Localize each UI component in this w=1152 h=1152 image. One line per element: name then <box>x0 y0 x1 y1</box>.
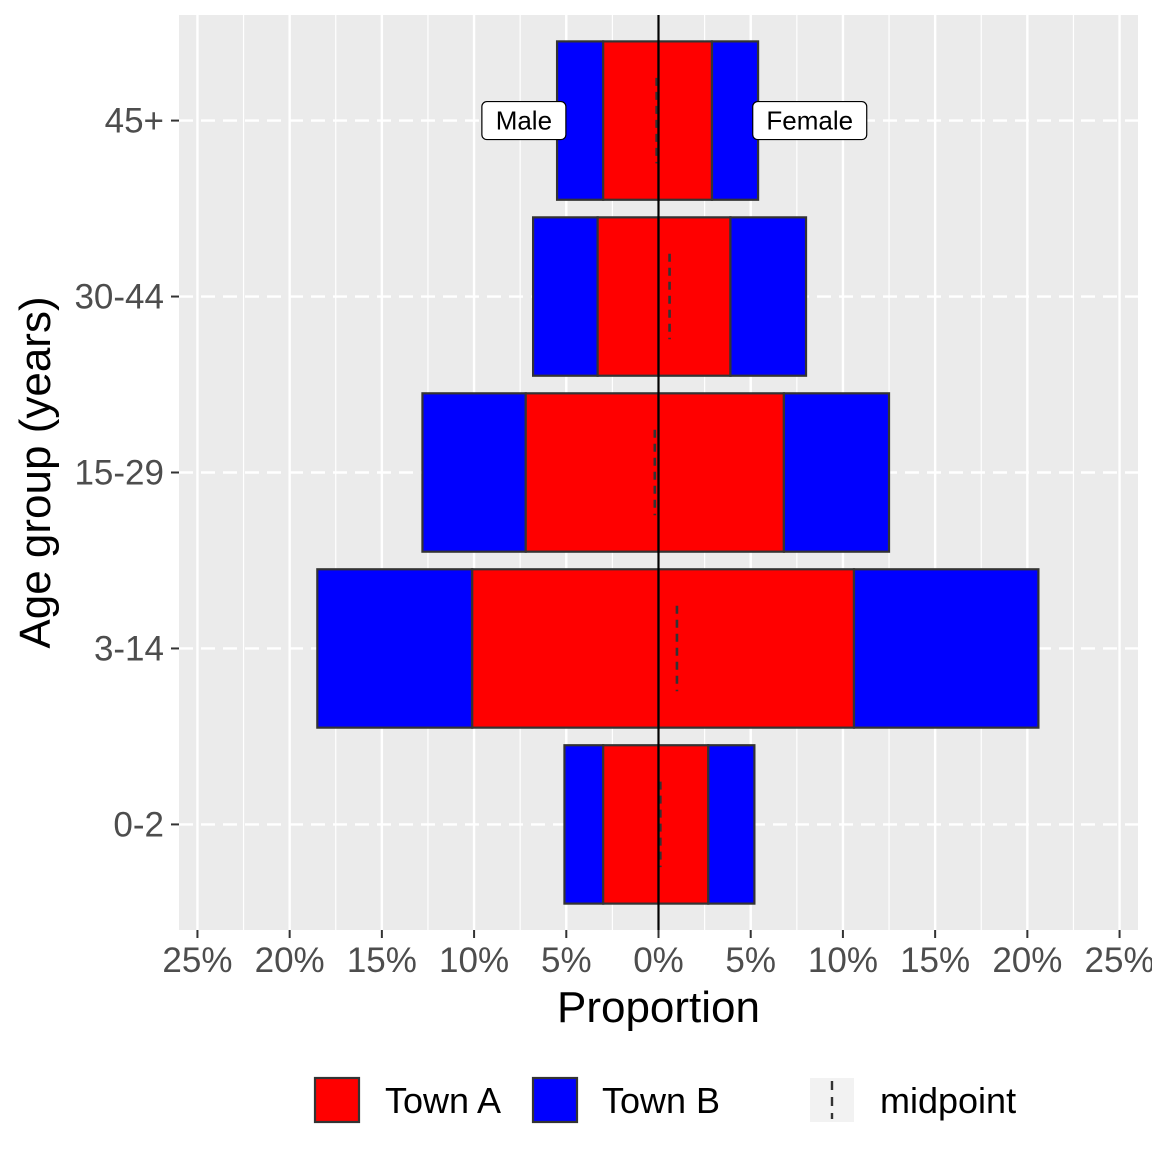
x-tick-label: 25% <box>162 941 232 980</box>
bar-townb-male-3-14 <box>316 568 474 729</box>
side-label-female: Female <box>752 100 868 141</box>
bar-towna-male-30-44 <box>596 216 660 377</box>
legend-item: midpoint <box>810 1078 1016 1122</box>
x-tick-label: 10% <box>808 941 878 980</box>
bar-townb-female-45+ <box>710 40 760 201</box>
y-tick-label: 15-29 <box>74 454 164 493</box>
bar-towna-male-3-14 <box>471 568 660 729</box>
bar-towna-female-3-14 <box>657 568 856 729</box>
legend-item: Town A <box>313 1076 501 1124</box>
bar-townb-female-30-44 <box>729 216 808 377</box>
legend-key <box>531 1076 579 1124</box>
y-tick-label: 0-2 <box>113 805 164 844</box>
bar-towna-male-45+ <box>602 40 660 201</box>
legend: Town A Town B midpoint <box>313 1076 1016 1124</box>
bars <box>316 40 1040 905</box>
y-axis: 0-2 3-14 15-29 30-44 45+ <box>74 102 179 844</box>
x-tick-label: 10% <box>439 941 509 980</box>
x-tick-label: 15% <box>347 941 417 980</box>
x-tick-label: 25% <box>1085 941 1152 980</box>
bar-townb-female-3-14 <box>852 568 1040 729</box>
midpoint-marks <box>653 77 679 868</box>
x-tick-label: 0% <box>633 941 684 980</box>
y-tick-label: 3-14 <box>94 629 164 668</box>
x-axis: 25% 20% 15% 10% 5% 0% 5% 10% 15% 20% 25% <box>162 930 1152 980</box>
side-label-female-text: Female <box>766 106 853 136</box>
legend-key <box>313 1076 361 1124</box>
x-tick-label: 15% <box>900 941 970 980</box>
bar-towna-female-0-2 <box>657 744 710 905</box>
x-tick-label: 20% <box>992 941 1062 980</box>
bar-townb-male-0-2 <box>563 744 605 905</box>
y-tick-label: 45+ <box>105 102 164 141</box>
bar-townb-male-15-29 <box>421 392 527 553</box>
bar-towna-male-0-2 <box>602 744 660 905</box>
x-axis-title: Proportion <box>557 983 760 1032</box>
x-tick-label: 5% <box>541 941 592 980</box>
side-label-female-box <box>752 100 868 141</box>
bar-towna-female-45+ <box>657 40 714 201</box>
legend-label: Town A <box>385 1080 501 1121</box>
legend-item: Town B <box>531 1076 720 1124</box>
bar-towna-female-15-29 <box>657 392 786 553</box>
y-axis-title: Age group (years) <box>11 296 60 648</box>
side-label-male-box <box>481 100 567 141</box>
x-tick-label: 20% <box>255 941 325 980</box>
bar-towna-male-15-29 <box>524 392 660 553</box>
x-tick-label: 5% <box>725 941 776 980</box>
y-tick-label: 30-44 <box>74 278 164 317</box>
side-labels: Male Female <box>481 100 868 141</box>
side-label-male: Male <box>481 100 567 141</box>
bar-townb-male-30-44 <box>531 216 599 377</box>
legend-label: midpoint <box>880 1080 1016 1121</box>
bar-townb-female-15-29 <box>782 392 891 553</box>
legend-label: Town B <box>602 1080 720 1121</box>
side-label-male-text: Male <box>496 106 552 136</box>
bar-townb-female-0-2 <box>707 744 756 905</box>
